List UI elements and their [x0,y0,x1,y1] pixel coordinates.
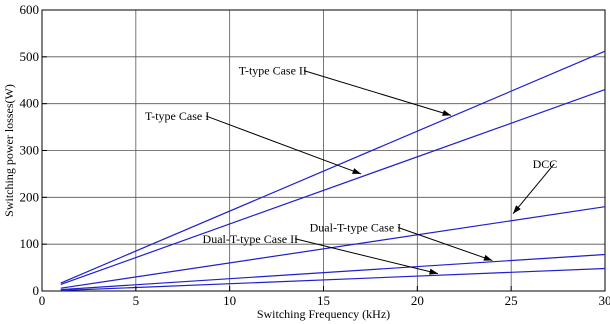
annotation-label: Dual-T-type Case I [310,221,402,235]
x-tick-label: 30 [599,293,610,308]
annotation-arrowhead [483,254,493,261]
x-tick-label: 0 [39,293,46,308]
y-tick-label: 200 [20,189,40,204]
x-tick-label: 15 [317,293,330,308]
annotation-label: T-type Case I [145,109,209,123]
x-axis-title: Switching Frequency (kHz) [257,307,390,321]
series-line [60,50,606,284]
annotation-arrowhead [442,109,452,116]
y-axis-title: Switching power losses(W) [2,84,16,217]
annotation-arrowhead [513,205,521,214]
series-line [60,267,606,292]
annotation-label: Dual-T-type Case II [203,232,299,246]
y-tick-label: 100 [20,236,40,251]
x-tick-label: 20 [411,293,424,308]
annotation-arrow-line [206,115,362,175]
annotations-group: T-type Case II T-type Case I DCC Dual-T-typ… [145,64,557,275]
x-tick-label: 10 [223,293,236,308]
y-tick-label: 500 [20,49,40,64]
x-tick-label: 5 [133,293,140,308]
annotation-arrowhead [429,268,438,275]
series-group [60,50,606,292]
annotation-label: DCC [533,157,558,171]
annotation-arrow-line [512,163,555,215]
y-tick-label: 600 [20,2,40,17]
annotation-label: T-type Case II [239,64,307,78]
series-line [60,253,606,291]
annotation-arrow-line [398,227,493,262]
annotation-arrow-line [294,238,439,275]
annotation-arrowhead [352,168,362,174]
annotation-arrow-line [303,70,452,116]
y-tick-label: 0 [33,283,40,298]
y-tick-label: 300 [20,143,40,158]
series-line [60,89,606,286]
series-line [60,206,606,289]
x-tick-label: 25 [505,293,518,308]
y-tick-label: 400 [20,96,40,111]
